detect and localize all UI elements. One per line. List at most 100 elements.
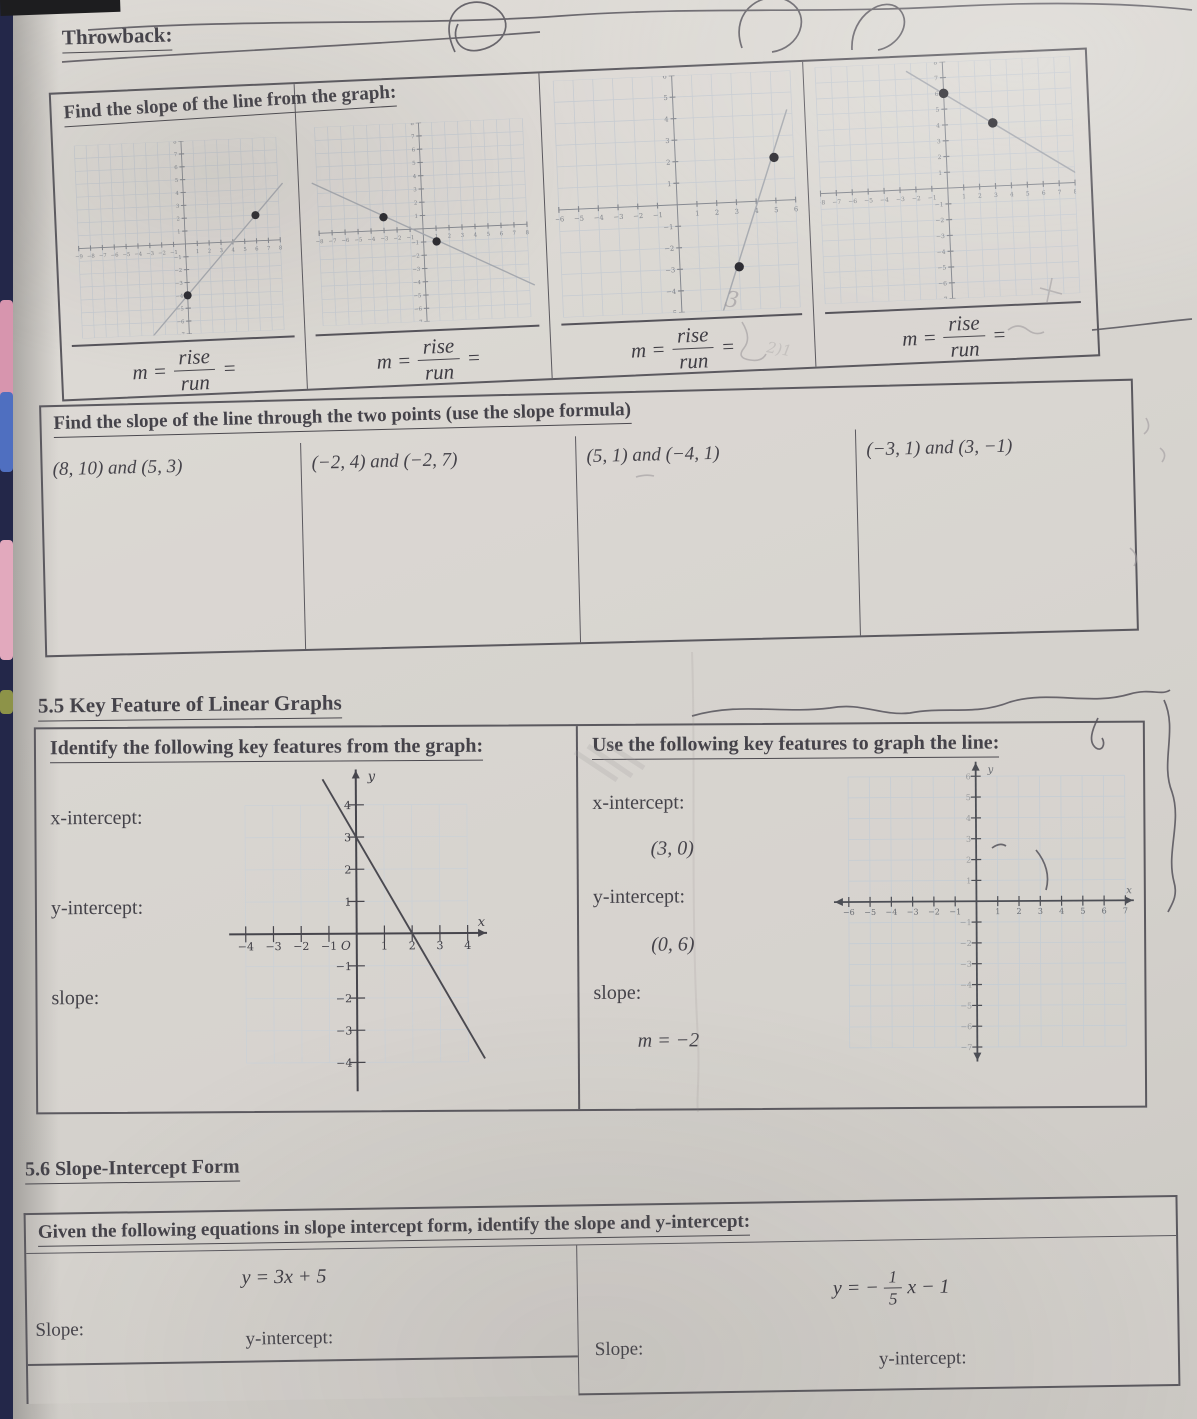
svg-text:−5: −5 — [864, 908, 876, 917]
svg-text:O: O — [341, 939, 351, 953]
throwback-heading-text: Throwback: — [61, 22, 173, 54]
pen-loop — [448, 1, 507, 53]
svg-text:1: 1 — [995, 907, 1000, 916]
y-intercept-label: y-intercept: — [592, 885, 686, 908]
svg-text:−4: −4 — [134, 251, 143, 257]
svg-text:2: 2 — [966, 856, 971, 865]
x-intercept-value: (3, 0) — [650, 837, 694, 860]
throwback-heading: Throwback: — [61, 22, 173, 54]
table-cell: (5, 1) and (−4, 1) — [575, 429, 860, 643]
svg-text:4: 4 — [344, 799, 351, 812]
svg-text:−3: −3 — [613, 213, 623, 221]
svg-text:2: 2 — [1017, 907, 1022, 916]
svg-text:−3: −3 — [336, 1024, 352, 1037]
empty-plot-grid: −6 −5 −4 −3 −2 −1 1 2 3 4 5 6 7 −7 −6 −5 −4 −3 −2 −1 1 2 3 4 5 6 x… — [833, 761, 1134, 1062]
svg-text:−1: −1 — [928, 195, 937, 202]
svg-text:−6: −6 — [110, 252, 119, 258]
svg-text:8: 8 — [278, 245, 282, 251]
svg-text:−4: −4 — [880, 197, 889, 204]
svg-text:1: 1 — [666, 180, 671, 188]
top-wavy-line — [87, 2, 1193, 31]
svg-text:2: 2 — [414, 200, 418, 206]
svg-text:1: 1 — [195, 249, 199, 255]
svg-text:−3: −3 — [960, 960, 972, 969]
two-points-prompt: Find the slope of the line through the t… — [53, 398, 632, 439]
slope-formula: m = rise run = — [131, 344, 238, 396]
svg-text:5: 5 — [1026, 190, 1030, 197]
svg-text:−1: −1 — [935, 201, 944, 208]
svg-text:x: x — [1126, 885, 1132, 896]
slope-graph-4: −8 −7 −6 −5 −4 −3 −2 −1 1 2 3 4 5 6 7 8 −7 −6 −5 −4 −3 −2 −1 1 2… — [814, 56, 1081, 305]
svg-text:3: 3 — [413, 187, 417, 193]
equation-1: y = 3x + 5 — [241, 1265, 327, 1289]
svg-text:5: 5 — [773, 206, 778, 214]
svg-text:3: 3 — [175, 204, 179, 210]
svg-text:−2: −2 — [912, 195, 921, 202]
svg-text:−5: −5 — [354, 237, 363, 243]
svg-text:−4: −4 — [336, 1057, 352, 1070]
svg-text:−6: −6 — [341, 238, 350, 244]
wavy-line-55 — [691, 689, 1171, 717]
svg-text:5: 5 — [487, 232, 491, 238]
svg-text:1: 1 — [435, 234, 439, 240]
svg-text:1: 1 — [177, 229, 181, 235]
svg-text:6: 6 — [1042, 190, 1046, 197]
y-intercept-label: y-intercept: — [50, 896, 144, 920]
svg-text:−4: −4 — [367, 237, 376, 243]
svg-text:−4: −4 — [238, 940, 254, 953]
identify-graph: −4 −3 −2 −1 1 2 3 4 −4 −3 −2 −1 1 2 3 4 Ox y — [229, 769, 488, 1092]
svg-text:y: y — [367, 769, 376, 784]
svg-text:−5: −5 — [573, 215, 583, 223]
svg-text:−1: −1 — [411, 240, 419, 246]
graph-panel-1: −9 −8 −7 −6 −5 −4 −3 −2 −1 1 2 3 4 5 6 7 8 −7 −6 −5 −4 −3 −2 −1… — [51, 84, 307, 399]
rise-over-run-fraction: rise run — [671, 322, 715, 374]
svg-text:6: 6 — [662, 72, 667, 80]
svg-text:3: 3 — [966, 835, 971, 844]
table-cell: (−3, 1) and (3, −1) — [854, 422, 1137, 636]
desk-edge-strip — [0, 0, 13, 1419]
svg-text:−6: −6 — [848, 198, 857, 205]
svg-text:−4: −4 — [413, 280, 422, 286]
svg-text:2: 2 — [409, 939, 416, 952]
svg-text:−3: −3 — [380, 236, 389, 242]
svg-text:1: 1 — [695, 209, 700, 217]
svg-text:6: 6 — [500, 231, 504, 237]
svg-text:5: 5 — [966, 793, 971, 802]
svg-text:−1: −1 — [173, 255, 181, 261]
svg-text:7: 7 — [513, 231, 517, 237]
svg-text:5: 5 — [243, 247, 247, 253]
edge-object-green — [0, 690, 13, 714]
svg-text:−6: −6 — [938, 280, 947, 287]
svg-text:−2: −2 — [633, 212, 643, 220]
slope-formula: m = rise run = — [376, 333, 482, 385]
svg-text:4: 4 — [175, 191, 179, 197]
slope-label: Slope: — [35, 1319, 85, 1341]
svg-text:−1: −1 — [949, 907, 961, 916]
svg-text:4: 4 — [754, 207, 759, 215]
svg-text:1: 1 — [966, 876, 971, 885]
svg-text:−3: −3 — [146, 251, 154, 257]
slope-from-graph-box: Find the slope of the line from the grap… — [48, 47, 1101, 402]
svg-text:3: 3 — [1038, 907, 1043, 916]
slope-graph-2: −8 −7 −6 −5 −4 −3 −2 −1 1 2 3 4 5 6 7 8 −7 −6 −5 −4 −3 −2 −1 1 2… — [311, 117, 536, 327]
svg-text:5: 5 — [663, 94, 668, 102]
section-56-heading: 5.6 Slope-Intercept Form — [24, 1155, 240, 1185]
svg-text:−4: −4 — [960, 981, 972, 990]
svg-text:7: 7 — [1058, 189, 1062, 196]
pen-loop — [738, 0, 803, 53]
svg-text:−4: −4 — [593, 214, 603, 222]
section-55-heading: 5.5 Key Feature of Linear Graphs — [37, 690, 342, 722]
rise-over-run-fraction: rise run — [942, 310, 987, 362]
svg-text:4: 4 — [474, 232, 478, 238]
svg-text:8: 8 — [1073, 188, 1077, 195]
svg-text:6: 6 — [174, 165, 178, 171]
svg-text:−1: −1 — [960, 918, 972, 927]
svg-text:5: 5 — [935, 107, 939, 114]
svg-text:−5: −5 — [864, 197, 873, 204]
svg-text:−8: −8 — [86, 254, 94, 260]
svg-text:−4: −4 — [885, 908, 897, 917]
slope-formula: m = rise run = — [901, 310, 1007, 362]
svg-text:3: 3 — [665, 137, 670, 145]
table-cell: (−2, 4) and (−2, 7) — [300, 436, 581, 649]
